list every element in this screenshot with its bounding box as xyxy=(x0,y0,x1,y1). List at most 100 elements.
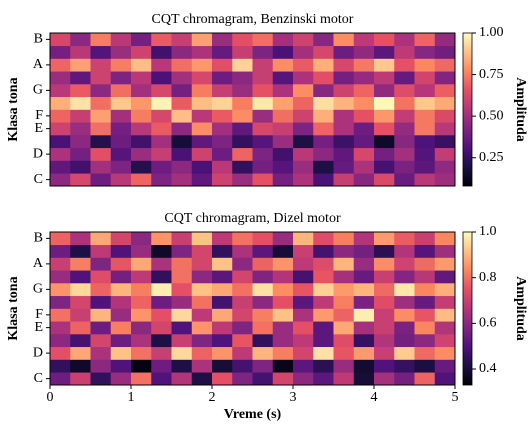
heatmap-cell xyxy=(171,346,193,360)
heatmap-cell xyxy=(191,122,213,136)
colorbar-tick-label: 0.25 xyxy=(479,150,504,165)
heatmap-cell xyxy=(171,147,193,161)
heatmap-cell xyxy=(252,58,274,72)
heatmap-cell xyxy=(90,147,112,161)
heatmap-cell xyxy=(70,270,91,284)
y-axis-label: Klasa tona xyxy=(6,276,21,340)
heatmap-cell xyxy=(272,295,294,309)
heatmap-cell xyxy=(434,96,456,110)
heatmap-cell xyxy=(212,135,233,149)
colorbar-tick-label: 0.4 xyxy=(479,361,497,376)
heatmap-cell xyxy=(394,295,415,309)
heatmap-cell xyxy=(50,96,71,110)
plot-frame xyxy=(49,32,456,187)
heatmap-cell xyxy=(252,173,274,187)
heatmap-cell xyxy=(434,308,456,322)
heatmap-cell xyxy=(151,257,172,271)
heatmap-cell xyxy=(434,232,456,246)
heatmap-cell xyxy=(212,58,233,72)
heatmap-cell xyxy=(50,135,71,149)
heatmap-cell xyxy=(90,283,112,297)
heatmap-cell xyxy=(110,122,132,136)
heatmap-cell xyxy=(434,109,456,123)
heatmap-cell xyxy=(212,334,233,348)
heatmap-cell xyxy=(394,173,415,187)
heatmap-cell xyxy=(414,84,436,98)
heatmap-cell xyxy=(90,122,112,136)
heatmap-cell xyxy=(151,346,172,360)
heatmap-cell xyxy=(414,308,436,322)
heatmap-cell xyxy=(272,359,294,373)
heatmap-cell xyxy=(313,109,334,123)
heatmap-cell xyxy=(90,270,112,284)
heatmap-cell xyxy=(110,45,132,59)
heatmap-cell xyxy=(434,147,456,161)
heatmap-cell xyxy=(90,160,112,174)
heatmap-cell xyxy=(353,147,375,161)
heatmap-cell xyxy=(212,84,233,98)
heatmap-cell xyxy=(131,346,152,360)
heatmap-cell xyxy=(293,84,314,98)
heatmap-cell xyxy=(191,135,213,149)
heatmap-cell xyxy=(333,122,355,136)
heatmap-cell xyxy=(353,84,375,98)
heatmap-cell xyxy=(232,84,253,98)
heatmap-cell xyxy=(151,283,172,297)
heatmap-cell xyxy=(90,96,112,110)
heatmap-cell xyxy=(50,33,71,47)
heatmap-cell xyxy=(151,321,172,335)
heatmap-cell xyxy=(212,109,233,123)
heatmap-cell xyxy=(50,232,71,246)
heatmap-cell xyxy=(110,135,132,149)
heatmap-cell xyxy=(293,71,314,85)
heatmap-cell xyxy=(252,232,274,246)
heatmap-cell xyxy=(70,372,91,386)
heatmap-cell xyxy=(374,295,395,309)
y-axis-label: Klasa tona xyxy=(6,77,21,141)
heatmap-cell xyxy=(191,96,213,110)
heatmap-cell xyxy=(151,58,172,72)
heatmap-cell xyxy=(353,232,375,246)
heatmap-cell xyxy=(70,359,91,373)
heatmap-cell xyxy=(171,257,193,271)
heatmap-cell xyxy=(333,359,355,373)
heatmap-cell xyxy=(333,173,355,187)
heatmap-cell xyxy=(394,321,415,335)
heatmap-cell xyxy=(110,308,132,322)
heatmap-cell xyxy=(272,135,294,149)
y-tick-label: G xyxy=(33,83,43,98)
chart-title: CQT chromagram, Benzinski motor xyxy=(152,12,354,27)
heatmap-cell xyxy=(414,71,436,85)
heatmap-cell xyxy=(434,33,456,47)
heatmap-cell xyxy=(293,372,314,386)
x-tick-label: 5 xyxy=(452,390,459,405)
heatmap-cell xyxy=(110,295,132,309)
heatmap-cell xyxy=(434,257,456,271)
heatmap-cell xyxy=(171,173,193,187)
heatmap-cell xyxy=(374,84,395,98)
heatmap-cell xyxy=(131,147,152,161)
heatmap-cell xyxy=(50,122,71,136)
heatmap-cell xyxy=(191,257,213,271)
heatmap-cell xyxy=(131,372,152,386)
heatmap-cell xyxy=(353,122,375,136)
heatmap-cell xyxy=(232,283,253,297)
heatmap-cell xyxy=(252,283,274,297)
heatmap-cell xyxy=(110,334,132,348)
heatmap-cell xyxy=(353,244,375,258)
heatmap-cell xyxy=(151,33,172,47)
heatmap-cell xyxy=(434,58,456,72)
heatmap-cell xyxy=(70,346,91,360)
heatmap-cell xyxy=(293,359,314,373)
heatmap-cell xyxy=(151,173,172,187)
heatmap-cell xyxy=(333,147,355,161)
heatmap-cell xyxy=(313,244,334,258)
heatmap-cell xyxy=(252,45,274,59)
heatmap-cell xyxy=(90,84,112,98)
heatmap-cell xyxy=(90,321,112,335)
x-tick-label: 1 xyxy=(128,390,135,405)
heatmap-cell xyxy=(70,109,91,123)
heatmap-cell xyxy=(70,232,91,246)
heatmap-cell xyxy=(212,283,233,297)
